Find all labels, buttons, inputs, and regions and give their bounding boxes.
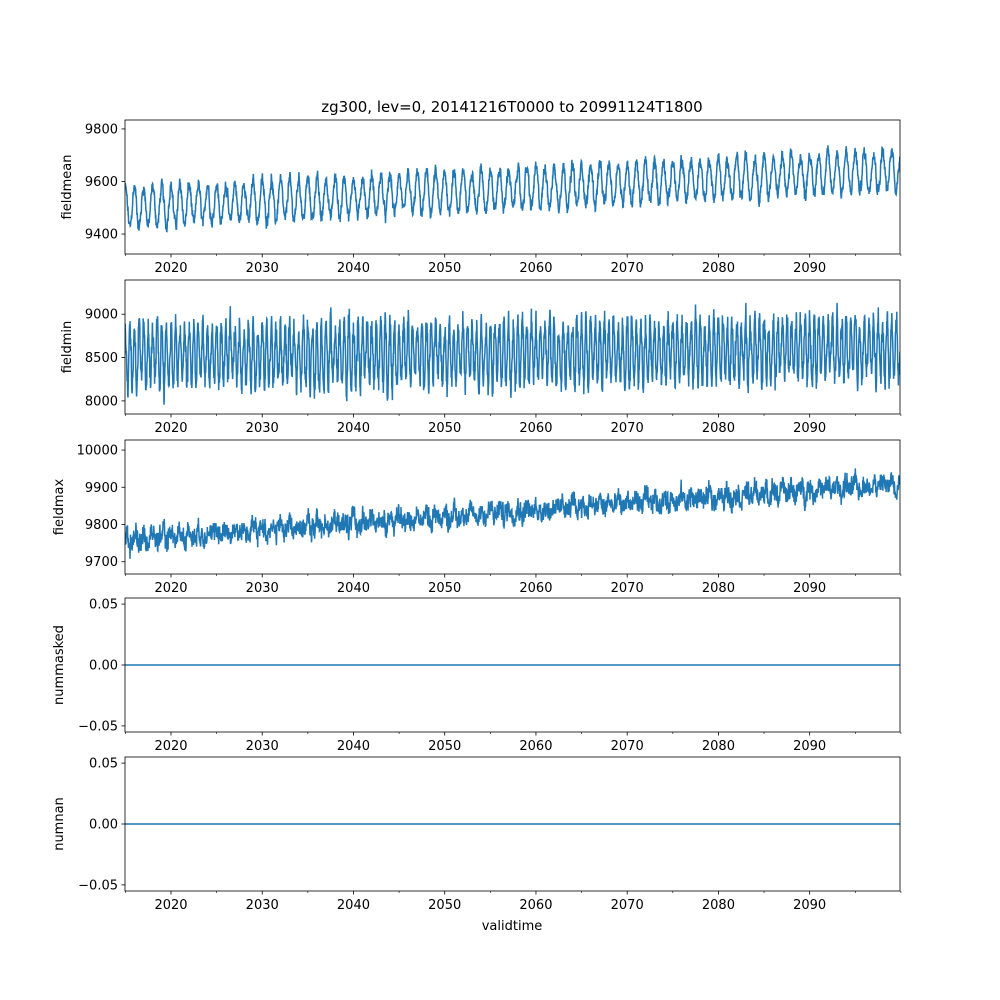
x-tick-label: 2060 [519,261,552,276]
x-tick-label: 2090 [793,739,826,754]
y-tick-label: −0.05 [78,719,118,734]
x-tick-label: 2050 [428,898,461,913]
x-tick-label: 2040 [337,898,370,913]
y-axis-label: nummasked [52,625,67,705]
y-tick-label: 8000 [85,394,118,409]
x-tick-label: 2080 [702,261,735,276]
x-tick-label: 2020 [154,898,187,913]
x-tick-label: 2060 [519,421,552,436]
x-tick-label: 2070 [611,898,644,913]
x-tick-label: 2040 [337,261,370,276]
x-tick-label: 2020 [154,261,187,276]
y-axis-label: fieldmean [60,155,75,220]
x-tick-label: 2090 [793,898,826,913]
y-tick-label: 8500 [85,351,118,366]
x-tick-label: 2050 [428,739,461,754]
x-tick-label: 2060 [519,898,552,913]
y-tick-label: 0.05 [89,598,118,613]
series-line-fieldmin [125,302,900,405]
series-line-fieldmean [125,145,900,233]
x-tick-label: 2060 [519,581,552,596]
x-tick-label: 2090 [793,581,826,596]
y-tick-label: 9800 [85,122,118,137]
x-tick-label: 2020 [154,581,187,596]
x-tick-label: 2080 [702,739,735,754]
x-tick-label: 2070 [611,739,644,754]
y-axis-label: fieldmin [60,321,75,374]
x-tick-label: 2080 [702,898,735,913]
x-tick-label: 2030 [246,581,279,596]
y-axis-label: numnan [52,797,67,851]
y-tick-label: 9800 [85,518,118,533]
x-tick-label: 2080 [702,421,735,436]
x-tick-label: 2090 [793,261,826,276]
y-tick-label: 10000 [77,444,118,459]
x-tick-label: 2070 [611,421,644,436]
x-tick-label: 2030 [246,898,279,913]
x-tick-label: 2030 [246,261,279,276]
x-tick-label: 2080 [702,581,735,596]
x-tick-label: 2070 [611,581,644,596]
panel-fieldmin: 8000 8500 9000 fieldmin 2020 2030 2040 2050 2060… [60,279,902,436]
y-tick-label: 9000 [85,308,118,323]
y-tick-label: 0.00 [89,818,118,833]
axes-frame [124,439,901,575]
series-line-fieldmax [125,468,900,559]
x-tick-label: 2050 [428,261,461,276]
y-tick-label: 9600 [85,175,118,190]
panel-nummasked: −0.05 0.00 0.05 nummasked 2020 2030 2040 2050 20… [52,598,902,754]
x-tick-label: 2040 [337,739,370,754]
x-tick-label: 2030 [246,421,279,436]
panel-fieldmean: 9400 9600 9800 fieldmean 2020 2030 2040 2050 206… [60,119,902,276]
x-tick-label: 2050 [428,421,461,436]
x-tick-label: 2040 [337,421,370,436]
y-tick-label: 9400 [85,228,118,243]
axes-frame [124,279,901,415]
y-tick-label: −0.05 [78,878,118,893]
x-tick-label: 2020 [154,739,187,754]
y-tick-label: 9700 [85,555,118,570]
y-axis-label: fieldmax [52,479,67,536]
panel-fieldmax: 9700 9800 9900 10000 fieldmax 2020 2030 2040 205… [52,439,902,596]
x-tick-label: 2050 [428,581,461,596]
panel-numnan: −0.05 0.00 0.05 numnan 2020 2030 2040 2050 2060 2… [52,757,902,913]
x-tick-label: 2030 [246,739,279,754]
x-tick-label: 2040 [337,581,370,596]
y-tick-label: 0.05 [89,757,118,772]
x-tick-label: 2060 [519,739,552,754]
y-tick-label: 0.00 [89,659,118,674]
y-tick-label: 9900 [85,481,118,496]
x-tick-label: 2020 [154,421,187,436]
axes-frame [124,119,901,255]
x-tick-label: 2090 [793,421,826,436]
x-axis-label: validtime [482,919,543,934]
x-tick-label: 2070 [611,261,644,276]
chart-title: zg300, lev=0, 20141216T0000 to 20991124T… [321,98,702,116]
